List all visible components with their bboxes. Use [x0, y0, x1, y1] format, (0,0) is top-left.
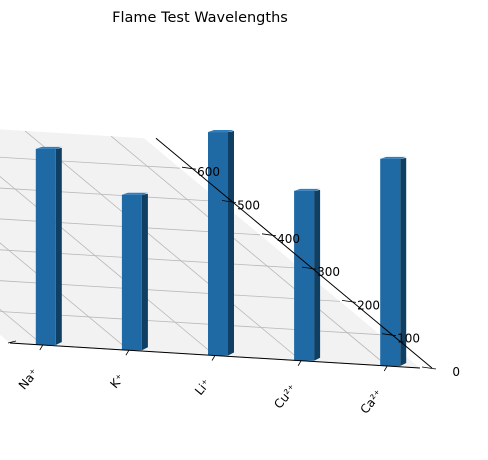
- bar-top: [208, 130, 234, 133]
- x-tick: [39, 344, 44, 351]
- bar: [121, 192, 148, 351]
- bar-side: [141, 193, 148, 351]
- bar-top: [380, 156, 407, 159]
- x-tick: [383, 365, 388, 372]
- z-tick: [421, 366, 437, 370]
- bar: [208, 130, 234, 356]
- bar-top: [121, 192, 148, 195]
- z-tick-label: 500: [237, 199, 260, 213]
- bar-side: [228, 131, 234, 356]
- x-tick-label: Na⁺: [16, 366, 41, 392]
- z-tick: [221, 200, 237, 203]
- x-tick-label: K⁺: [107, 371, 127, 391]
- z-tick: [381, 333, 397, 337]
- z-tick-label: 600: [197, 165, 220, 179]
- x-tick-label: Ca²⁺: [357, 387, 385, 417]
- bar-front: [208, 132, 228, 356]
- z-tick: [341, 300, 357, 303]
- grid-line-v: [0, 175, 216, 356]
- chart-title: Flame Test Wavelengths: [112, 10, 288, 26]
- bar-top: [294, 188, 321, 191]
- grid-line-v: [110, 135, 388, 367]
- z-tick-label: 300: [317, 265, 340, 279]
- x-tick: [211, 355, 216, 361]
- bar-front: [294, 190, 315, 361]
- grid-line-v: [0, 242, 130, 351]
- z-tick-label: 400: [277, 232, 300, 246]
- bar-front: [380, 158, 401, 366]
- chart-bars: [35, 130, 407, 366]
- z-tick-label: 200: [357, 298, 380, 312]
- z-axis-line: [155, 137, 433, 369]
- bar-top: [35, 146, 62, 149]
- z-tick-label: 100: [397, 332, 420, 346]
- z-tick: [301, 266, 317, 270]
- bar-front: [35, 148, 56, 345]
- bar-side: [400, 157, 407, 366]
- x-tick: [125, 350, 130, 356]
- x-tick: [297, 360, 302, 366]
- bar-side: [314, 189, 321, 361]
- grid-line-h: [0, 156, 181, 169]
- z-tick-label: 0: [452, 365, 460, 379]
- z-tick: [181, 166, 197, 170]
- grid-line-v: [24, 130, 302, 362]
- x-tick-label: Cu²⁺: [271, 382, 299, 412]
- x-tick-label: Li⁺: [192, 376, 213, 398]
- bar: [380, 156, 407, 366]
- bar-side: [55, 147, 62, 345]
- z-tick: [261, 233, 277, 237]
- bar: [35, 146, 62, 345]
- bar-front: [121, 194, 142, 351]
- chart-axes: Na⁺ K⁺ Li⁺ Cu²⁺ Ca²⁺ 0 100 200 300 400 500 600: [7, 137, 460, 417]
- left-edge-tick: [7, 340, 17, 344]
- bar: [294, 188, 321, 361]
